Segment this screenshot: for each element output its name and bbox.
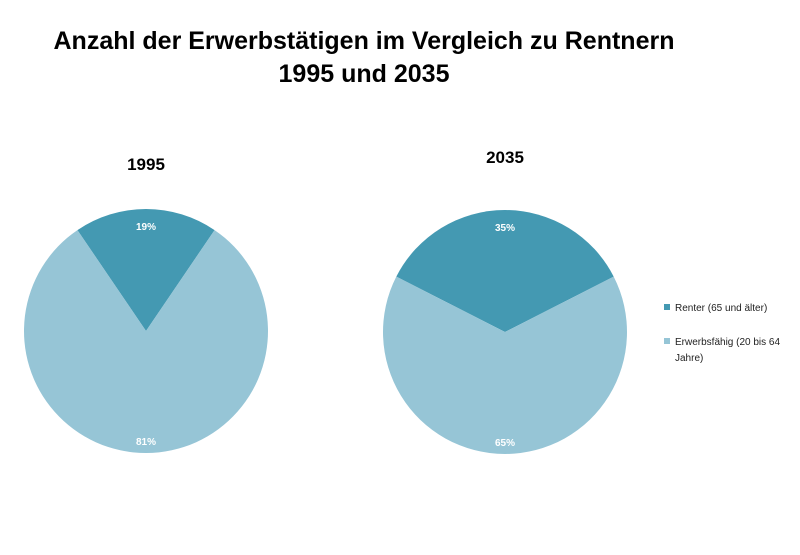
legend: Renter (65 und älter) Erwerbsfähig (20 b… xyxy=(664,303,780,364)
pie-1995-title: 1995 xyxy=(127,155,165,174)
pie-1995-label-renter: 19% xyxy=(136,222,156,233)
chart-title-line-1: Anzahl der Erwerbstätigen im Vergleich z… xyxy=(54,27,675,55)
pie-2035-label-erwerbsfaehig: 65% xyxy=(495,438,515,449)
pie-2035-title: 2035 xyxy=(486,148,524,167)
legend-swatch-renter xyxy=(664,304,670,310)
chart-title-line-2: 1995 und 2035 xyxy=(279,60,450,88)
legend-label-renter: Renter (65 und älter) xyxy=(675,303,767,314)
pie-1995-slice-renter xyxy=(77,209,215,331)
legend-swatch-erwerbsfaehig xyxy=(664,338,670,344)
pie-2035-label-renter: 35% xyxy=(495,223,515,234)
pie-1995: 19% 81% xyxy=(23,209,268,453)
pie-2035: 35% 65% xyxy=(383,209,627,454)
pie-2035-slice-renter xyxy=(396,209,614,332)
pie-1995-slice-erwerbsfaehig xyxy=(23,230,268,453)
legend-label-erwerbsfaehig-line-1: Erwerbsfähig (20 bis 64 xyxy=(675,337,780,348)
pie-1995-label-erwerbsfaehig: 81% xyxy=(136,437,156,448)
pie-2035-slice-erwerbsfaehig xyxy=(383,276,627,454)
legend-label-erwerbsfaehig-line-2: Jahre) xyxy=(675,353,703,364)
